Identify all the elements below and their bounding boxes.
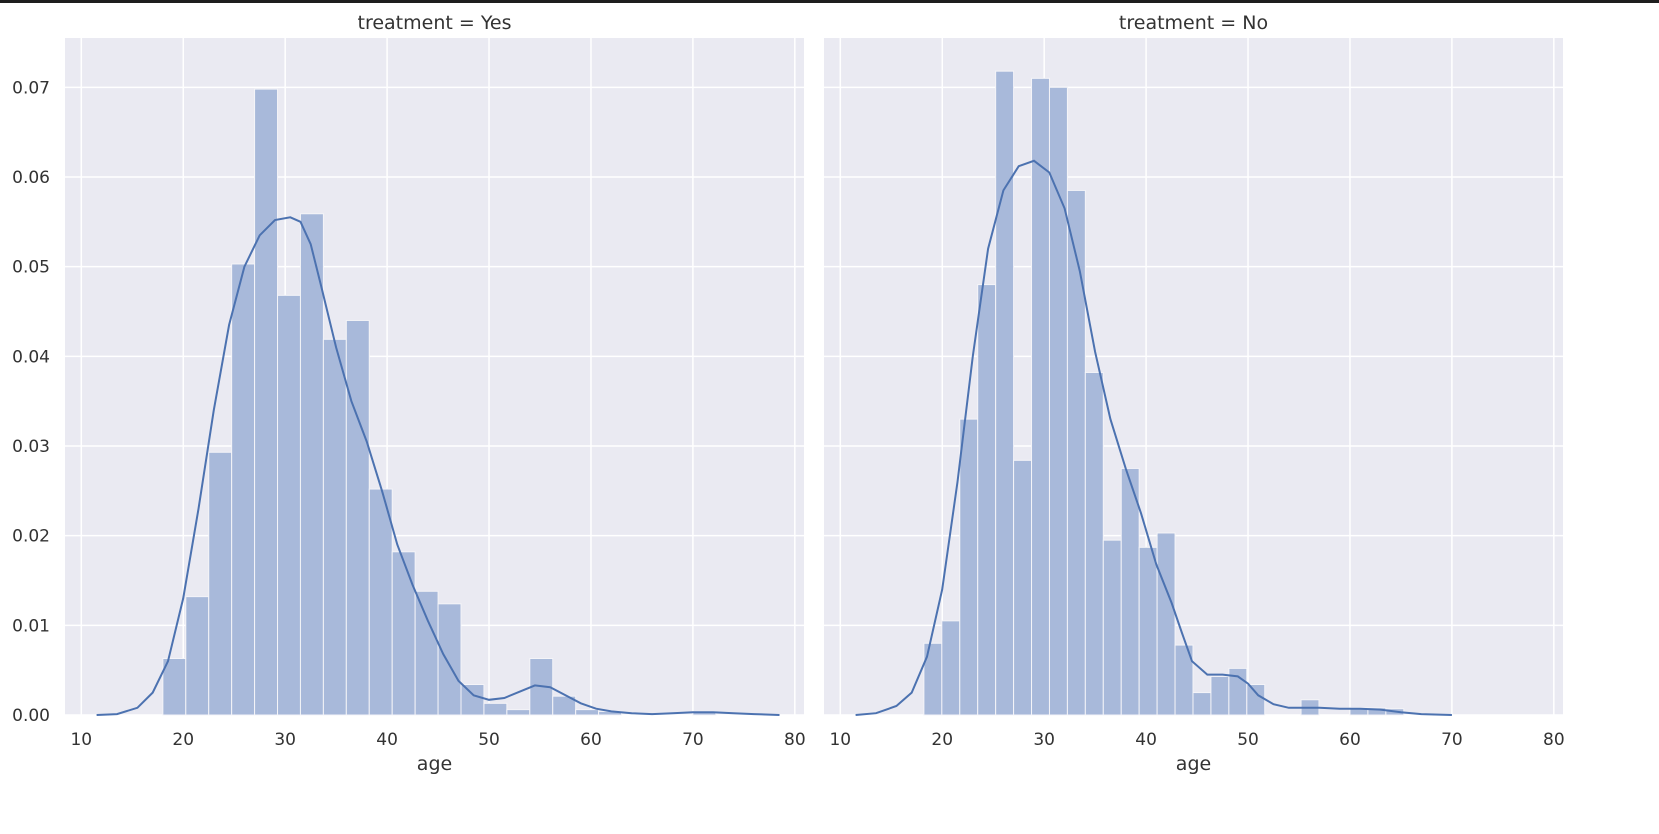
x-tick-label: 20 (931, 730, 953, 750)
histogram-bar (1210, 675, 1230, 716)
histogram-bar (185, 596, 210, 716)
histogram-bar (552, 695, 577, 716)
x-tick-label: 70 (682, 730, 704, 750)
x-tick-label: 80 (784, 730, 806, 750)
histogram-bar (322, 338, 347, 716)
histogram-bar (1156, 532, 1176, 716)
histogram-bars-yes (162, 88, 717, 716)
histogram-bar (1192, 692, 1212, 716)
histogram-bar (368, 488, 393, 716)
y-tick-label: 0.00 (12, 706, 50, 726)
x-tick-label: 50 (478, 730, 500, 750)
facet-treatment-no: treatment = No age 10 20 30 40 50 60 70 80 (824, 12, 1565, 775)
histogram-bar (959, 418, 979, 716)
histogram-bar (231, 263, 256, 716)
histogram-bar (277, 294, 301, 716)
x-tick-label: 40 (1135, 730, 1157, 750)
histogram-bar (208, 451, 233, 716)
x-tick-label: 10 (70, 730, 92, 750)
histogram-bar (1102, 539, 1122, 716)
kde-line-no (855, 159, 1452, 716)
histogram-bar (1066, 189, 1086, 716)
histogram-bar (391, 551, 416, 716)
facet-treatment-yes: treatment = Yes age 10 20 30 40 50 60 70 80 0.0… (12, 12, 806, 775)
x-tick-label: 60 (580, 730, 602, 750)
y-tick-label: 0.04 (12, 347, 50, 367)
histogram-bar (1138, 546, 1158, 716)
x-tick-label: 30 (1033, 730, 1055, 750)
histogram-bar (1120, 467, 1140, 716)
histogram-bar (1031, 77, 1050, 716)
x-tick-label: 10 (829, 730, 851, 750)
x-tick-labels-yes: 10 20 30 40 50 60 70 80 (70, 730, 805, 750)
x-tick-label: 40 (376, 730, 398, 750)
y-tick-label: 0.01 (12, 616, 50, 636)
histogram-bar (483, 702, 508, 716)
y-tick-label: 0.02 (12, 527, 50, 547)
x-tick-label: 80 (1543, 730, 1565, 750)
facet-title-no: treatment = No (1119, 12, 1268, 34)
histogram-bars-no (923, 70, 1405, 716)
x-axis-label-yes: age (417, 753, 452, 775)
histogram-bar (414, 590, 439, 716)
histogram-bar (254, 88, 279, 716)
histogram-bar (941, 620, 961, 716)
histogram-bar (1246, 684, 1266, 716)
x-axis-label-no: age (1176, 753, 1211, 775)
x-tick-labels-no: 10 20 30 40 50 60 70 80 (829, 730, 1564, 750)
top-border (0, 0, 1659, 3)
histogram-bar (977, 284, 997, 716)
histogram-bar (575, 709, 600, 716)
facet-title-yes: treatment = Yes (358, 12, 512, 34)
histogram-bar (1013, 459, 1033, 716)
y-tick-labels: 0.00 0.01 0.02 0.03 0.04 0.05 0.06 0.07 (12, 78, 50, 726)
y-tick-label: 0.07 (12, 78, 50, 98)
x-tick-label: 60 (1339, 730, 1361, 750)
histogram-bar (995, 70, 1015, 716)
histogram-bar (506, 709, 531, 716)
x-tick-label: 70 (1441, 730, 1463, 750)
histogram-bar (437, 603, 462, 716)
y-tick-label: 0.06 (12, 168, 50, 188)
x-tick-label: 20 (172, 730, 194, 750)
y-tick-label: 0.05 (12, 258, 50, 278)
plot-area-no (824, 38, 1563, 715)
histogram-bar (299, 213, 324, 716)
kde-line-yes (96, 216, 780, 716)
y-tick-label: 0.03 (12, 437, 50, 457)
histogram-bar (345, 319, 370, 716)
x-tick-label: 50 (1237, 730, 1259, 750)
x-tick-label: 30 (274, 730, 296, 750)
histogram-bar (460, 684, 485, 716)
histogram-bar (1084, 371, 1104, 716)
histogram-bar (1174, 644, 1194, 716)
